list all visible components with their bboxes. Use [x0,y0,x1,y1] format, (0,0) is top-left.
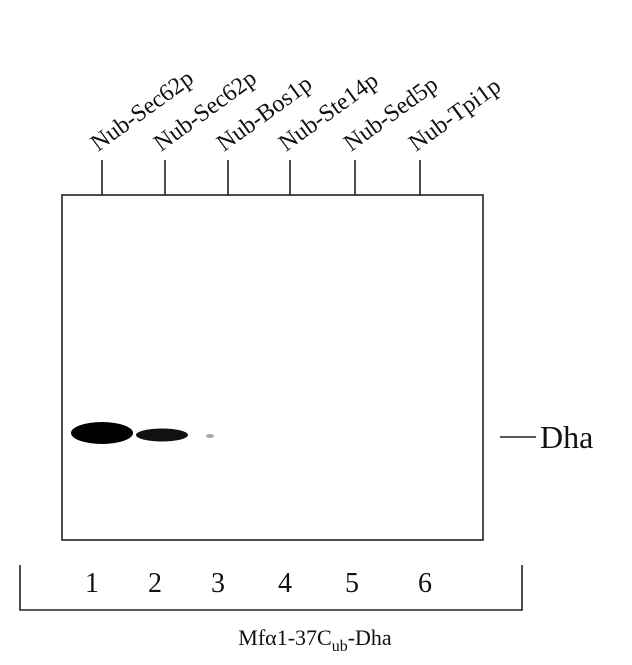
construct-suffix: -Dha [348,625,392,650]
lane-number: 3 [211,568,225,599]
band-label: Dha [540,419,593,455]
band-faint [206,434,214,438]
lane-number: 6 [418,568,432,599]
lane-number: 4 [278,568,292,599]
blot-frame [62,195,483,540]
lane-number: 5 [345,568,359,599]
band [136,429,188,442]
construct-main: Mfα1-37C [238,625,331,650]
lane-number: 1 [85,568,99,599]
lane-number: 2 [148,568,162,599]
construct-subscript: ub [332,638,348,655]
construct-label: Mfα1-37Cub-Dha [238,625,392,655]
blot-figure: Dha Mfα1-37Cub-Dha Nub-Sec62p1Nub-Sec62p… [0,0,632,665]
band [71,422,133,444]
